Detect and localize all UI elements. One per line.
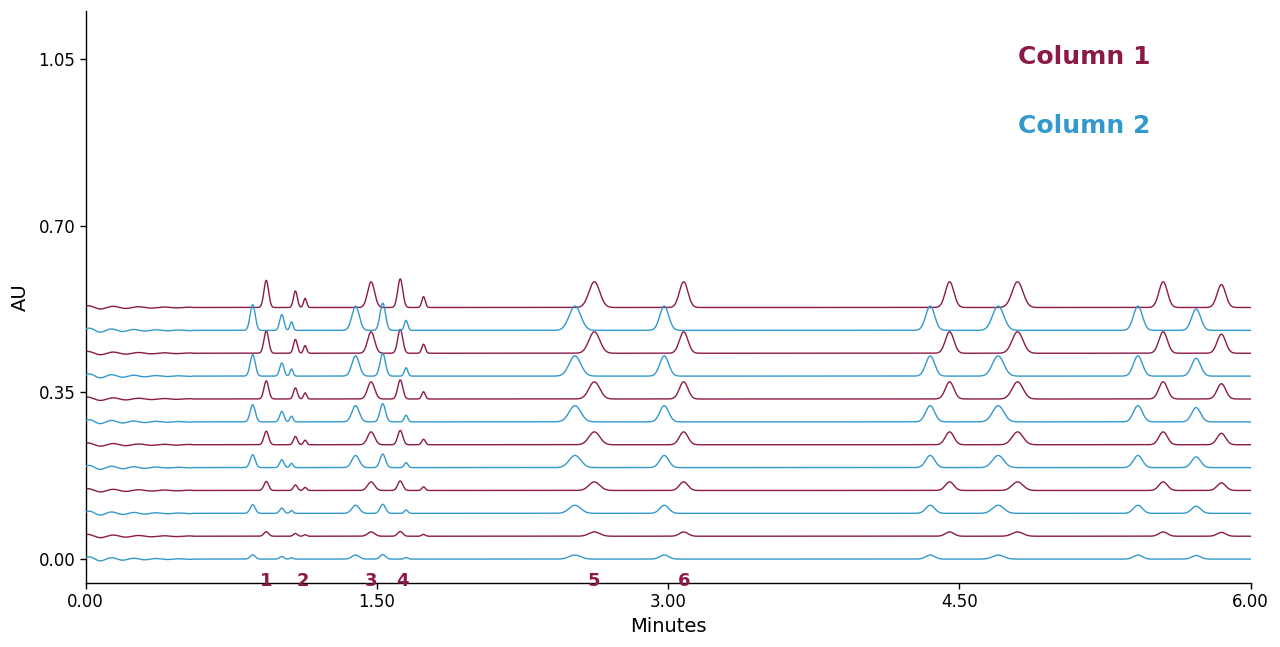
Text: 5: 5 — [588, 572, 600, 590]
Y-axis label: AU: AU — [12, 283, 31, 311]
Text: 2: 2 — [297, 572, 310, 590]
Text: 6: 6 — [677, 572, 690, 590]
Text: Column 1: Column 1 — [1018, 45, 1149, 69]
Text: 1: 1 — [260, 572, 273, 590]
Text: Column 2: Column 2 — [1018, 114, 1149, 138]
X-axis label: Minutes: Minutes — [630, 617, 707, 636]
Text: 3: 3 — [365, 572, 378, 590]
Text: 4: 4 — [396, 572, 408, 590]
